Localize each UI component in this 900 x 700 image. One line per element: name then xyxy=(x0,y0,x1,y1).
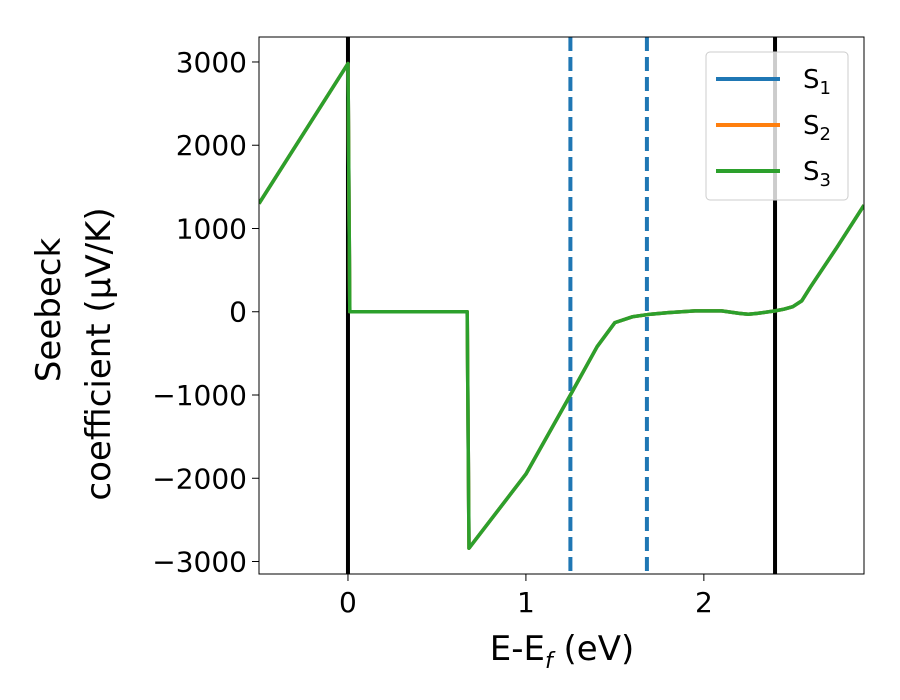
x-tick-label: 1 xyxy=(517,586,535,619)
y-tick-label: −2000 xyxy=(152,462,247,495)
y-axis-title-line1: Seebeck xyxy=(29,238,69,383)
series-lines xyxy=(259,61,864,550)
y-tick-label: 2000 xyxy=(176,129,247,162)
y-tick-label: −3000 xyxy=(152,546,247,579)
x-tick-label: 2 xyxy=(695,586,713,619)
x-axis-ticks: 0 1 2 xyxy=(339,574,713,619)
legend-label-s3: S3 xyxy=(803,157,831,191)
plot-frame xyxy=(258,36,865,575)
y-axis-title-line2: coefficient (μV/K) xyxy=(79,207,119,500)
x-tick-label: 0 xyxy=(339,586,357,619)
x-axis-title: E-Ef (eV) xyxy=(490,629,635,674)
y-tick-label: −1000 xyxy=(152,379,247,412)
y-tick-label: 0 xyxy=(229,296,247,329)
legend: S1 S2 S3 xyxy=(705,51,849,201)
legend-label-s2: S2 xyxy=(803,111,831,145)
series-line-s3 xyxy=(259,61,864,550)
y-tick-label: 1000 xyxy=(176,212,247,245)
y-tick-label: 3000 xyxy=(176,46,247,79)
legend-label-s1: S1 xyxy=(803,65,831,99)
y-axis-ticks: 3000 2000 1000 0 −1000 −2000 −3000 xyxy=(152,46,259,579)
